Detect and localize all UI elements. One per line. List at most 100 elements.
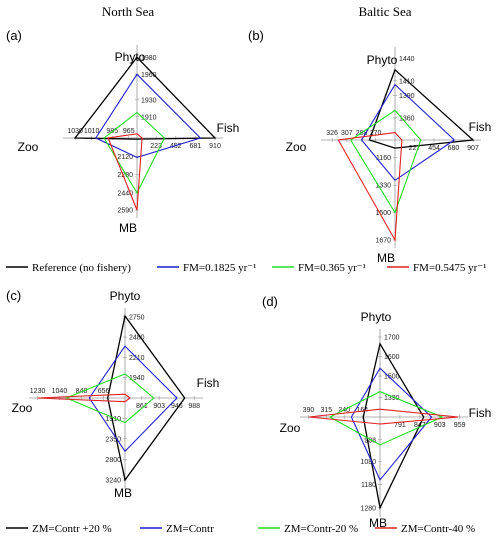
zoo-tick-label: 288 <box>356 130 368 137</box>
axis-label-fish: Fish <box>469 406 492 420</box>
phyto-tick-label: 1440 <box>399 56 415 63</box>
series-polygon-2 <box>328 390 444 446</box>
zoo-tick-label: 390 <box>303 407 315 414</box>
phyto-tick-label: 1980 <box>141 55 157 62</box>
zoo-tick-label: 307 <box>341 130 353 137</box>
fish-tick-label: 959 <box>454 422 466 429</box>
series-polygon-1 <box>360 83 456 182</box>
phyto-tick-label: 1960 <box>141 72 157 79</box>
legend-label-1: FM=0.1825 yr⁻¹ <box>183 262 256 274</box>
mb-tick-label: 1080 <box>360 459 376 466</box>
series-polygon-2 <box>349 109 422 214</box>
panel-d-letter: (d) <box>262 294 278 309</box>
zoo-tick-label: 270 <box>370 130 382 137</box>
fish-tick-label: 861 <box>136 403 148 410</box>
series-polygon-0 <box>73 56 217 140</box>
mb-tick-label: 2440 <box>117 190 133 197</box>
legend-label-0: Reference (no fishery) <box>32 262 131 274</box>
fish-tick-label: 946 <box>171 403 183 410</box>
axis-label-mb: MB <box>377 251 395 265</box>
mb-tick-label: 2800 <box>105 457 121 464</box>
axis-label-zoo: Zoo <box>18 140 39 154</box>
mb-tick-label: 1180 <box>361 482 376 489</box>
zoo-tick-label: 326 <box>326 130 338 137</box>
zoo-tick-label: 164 <box>357 407 369 414</box>
phyto-tick-label: 1360 <box>399 115 415 122</box>
mb-tick-label: 3240 <box>105 478 121 485</box>
series-polygon-1 <box>88 345 178 453</box>
axis-label-fish: Fish <box>469 120 492 134</box>
legend-top: Reference (no fishery) FM=0.1825 yr⁻¹ FM=0… <box>6 262 486 274</box>
fish-tick-label: 227 <box>409 145 421 152</box>
mb-tick-label: 1500 <box>375 210 391 217</box>
phyto-tick-label: 1390 <box>399 93 415 100</box>
mb-tick-label: 1910 <box>105 416 121 423</box>
fish-tick-label: 791 <box>394 422 406 429</box>
axis-label-mb: MB <box>114 486 132 500</box>
phyto-tick-label: 1410 <box>399 78 415 85</box>
panel-a-letter: (a) <box>6 28 22 43</box>
mb-tick-label: 1330 <box>375 183 391 190</box>
axis-label-fish: Fish <box>197 376 220 390</box>
series-polygon-1 <box>94 73 202 158</box>
legend-label-3: ZM=Contr-40 % <box>401 523 475 535</box>
series-polygon-3 <box>308 408 459 425</box>
axis-label-phyto: Phyto <box>115 50 146 64</box>
axis-label-zoo: Zoo <box>286 140 307 154</box>
zoo-tick-label: 965 <box>123 128 135 135</box>
mb-tick-label: 1160 <box>376 155 391 162</box>
fish-tick-label: 903 <box>153 403 165 410</box>
axis-label-phyto: Phyto <box>361 310 392 324</box>
legend-label-1: ZM=Contr <box>166 523 214 535</box>
fish-tick-label: 988 <box>188 403 200 410</box>
phyto-tick-label: 2750 <box>129 314 145 321</box>
phyto-tick-label: 1700 <box>384 335 400 342</box>
axis-label-mb: MB <box>369 516 387 530</box>
zoo-tick-label: 656 <box>98 388 110 395</box>
legend-label-2: ZM=Contr-20 % <box>284 523 358 535</box>
mb-tick-label: 2120 <box>117 154 133 161</box>
zoo-tick-label: 315 <box>321 407 333 414</box>
legend-label-0: ZM=Contr +20 % <box>32 523 112 535</box>
panel-b-letter: (b) <box>248 28 264 43</box>
series-polygon-0 <box>107 314 186 482</box>
zoo-tick-label: 1040 <box>52 388 68 395</box>
series-polygon-2 <box>64 373 155 424</box>
zoo-tick-label: 240 <box>338 407 350 414</box>
series-polygon-0 <box>362 342 425 510</box>
fish-tick-label: 680 <box>448 145 460 152</box>
fish-tick-label: 223 <box>150 143 162 150</box>
series-polygon-0 <box>368 68 475 149</box>
panel-c-letter: (c) <box>6 288 21 303</box>
phyto-tick-label: 1910 <box>141 114 157 121</box>
fish-tick-label: 903 <box>434 422 446 429</box>
panel-b-title: Baltic Sea <box>358 4 411 19</box>
legend-bottom: ZM=Contr +20 % ZM=Contr ZM=Contr-20 % ZM=Co… <box>6 523 475 535</box>
axis-label-zoo: Zoo <box>280 421 301 435</box>
mb-tick-label: 1670 <box>375 238 391 245</box>
legend-label-2: FM=0.365 yr⁻¹ <box>298 262 366 274</box>
mb-tick-label: 988 <box>364 437 376 444</box>
zoo-tick-label: 1030 <box>67 128 83 135</box>
phyto-tick-label: 2480 <box>129 335 145 342</box>
mb-tick-label: 2280 <box>117 172 133 179</box>
fish-tick-label: 452 <box>170 143 182 150</box>
fish-tick-label: 907 <box>467 145 479 152</box>
phyto-tick-label: 1940 <box>129 375 145 382</box>
axis-label-phyto: Phyto <box>110 289 141 303</box>
axis-label-mb: MB <box>119 221 137 235</box>
series-polygon-2 <box>103 111 166 195</box>
phyto-tick-label: 1390 <box>384 395 400 402</box>
mb-tick-label: 2590 <box>117 208 133 215</box>
fish-tick-label: 910 <box>209 143 221 150</box>
zoo-tick-label: 1230 <box>30 388 46 395</box>
series-polygon-3 <box>337 132 403 242</box>
series-polygon-3 <box>37 393 131 403</box>
zoo-tick-label: 1010 <box>84 128 100 135</box>
phyto-tick-label: 1600 <box>384 354 400 361</box>
axis-label-fish: Fish <box>217 121 240 135</box>
